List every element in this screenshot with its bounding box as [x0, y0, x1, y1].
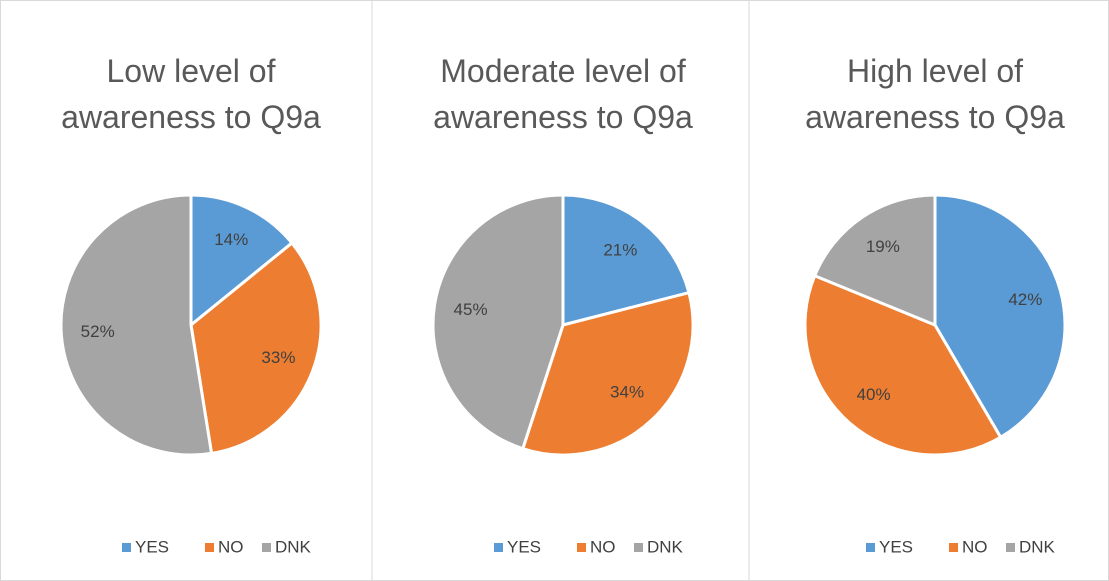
legend-swatch — [205, 543, 214, 552]
pie-slice — [803, 273, 1003, 457]
chart-title: Low level of awareness to Q9a — [61, 53, 321, 135]
data-label: 33% — [261, 348, 295, 367]
pie-slice — [933, 193, 1067, 440]
pie-slice — [520, 290, 695, 457]
legend-label: YES — [135, 537, 169, 556]
legend-label: DNK — [1019, 537, 1056, 556]
legend-label: YES — [879, 537, 913, 556]
legend-label: NO — [590, 537, 616, 556]
pie-slice — [189, 240, 323, 456]
legend-swatch — [494, 543, 503, 552]
data-label: 45% — [454, 300, 488, 319]
legend-swatch — [1006, 543, 1015, 552]
pie-slice — [812, 193, 937, 328]
legend-label: DNK — [275, 537, 312, 556]
pie-slice — [59, 193, 214, 457]
data-label: 52% — [81, 322, 115, 341]
data-label: 14% — [214, 230, 248, 249]
legend-swatch — [577, 543, 586, 552]
chart-title: Moderate level of awareness to Q9a — [433, 53, 693, 135]
legend-label: NO — [218, 537, 244, 556]
pie-slice — [189, 193, 295, 329]
data-label: 19% — [866, 237, 900, 256]
legend-swatch — [866, 543, 875, 552]
pie-slice — [431, 193, 565, 451]
legend-swatch — [634, 543, 643, 552]
pie-slice — [561, 193, 691, 327]
legend-swatch — [122, 543, 131, 552]
legend-label: NO — [962, 537, 988, 556]
data-label: 34% — [610, 383, 644, 402]
legend-label: YES — [507, 537, 541, 556]
data-label: 42% — [1008, 290, 1042, 309]
legend-swatch — [262, 543, 271, 552]
legend-swatch — [949, 543, 958, 552]
data-label: 40% — [857, 385, 891, 404]
chart-title: High level of awareness to Q9a — [805, 53, 1065, 135]
legend-label: DNK — [647, 537, 684, 556]
data-label: 21% — [603, 241, 637, 260]
